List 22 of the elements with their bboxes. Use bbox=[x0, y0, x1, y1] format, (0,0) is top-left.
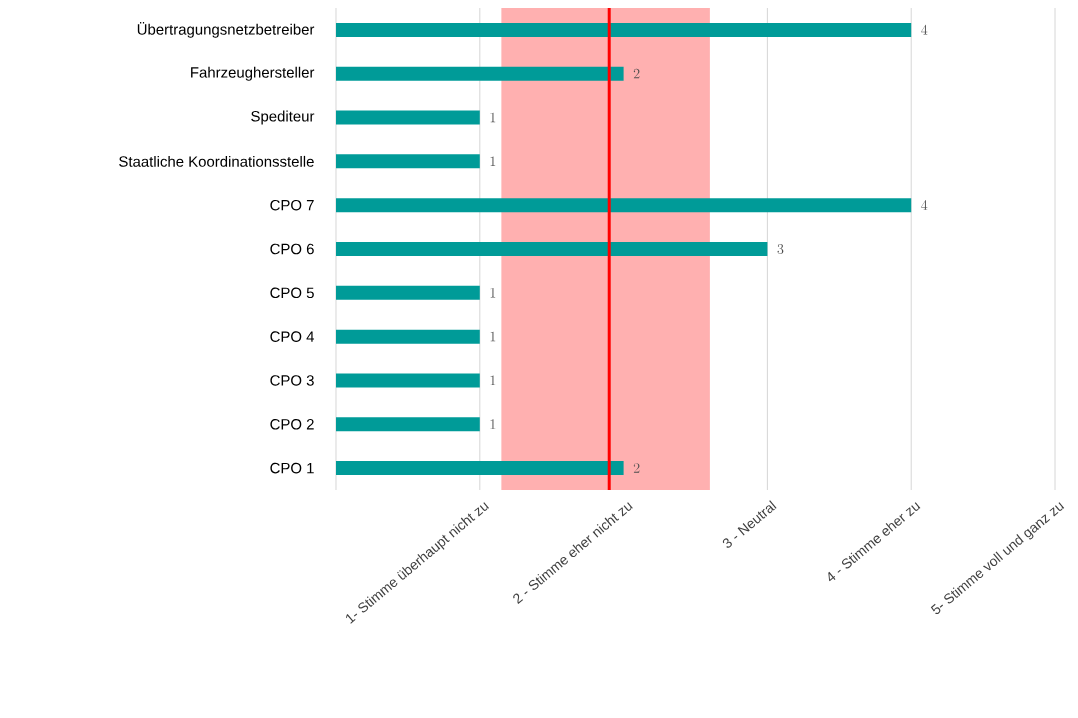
y-tick-label: CPO 1 bbox=[270, 462, 314, 474]
y-tick-label: CPO 6 bbox=[270, 243, 314, 255]
y-tick-label: CPO 4 bbox=[270, 331, 315, 342]
data-label: 2 bbox=[633, 68, 640, 79]
y-tick-label: CPO 7 bbox=[270, 199, 314, 211]
data-label: 4 bbox=[921, 200, 928, 210]
data-label: 2 bbox=[633, 463, 640, 473]
data-label: 1 bbox=[490, 112, 496, 123]
y-tick-label: Fahrzeughersteller bbox=[191, 66, 315, 81]
data-label: 1 bbox=[490, 331, 496, 342]
y-tick-label: CPO 5 bbox=[270, 287, 314, 299]
data-label: 1 bbox=[490, 375, 496, 386]
y-tick-label: CPO 3 bbox=[270, 375, 314, 386]
data-label: 1 bbox=[490, 287, 496, 298]
y-tick-label: Übertragungsnetzbetreiber bbox=[137, 22, 315, 38]
data-label: 3 bbox=[777, 244, 784, 254]
data-label: 4 bbox=[921, 24, 928, 35]
data-label: 1 bbox=[490, 419, 496, 429]
y-tick-label: Staatliche Koordinationsstelle bbox=[119, 155, 314, 167]
data-label: 1 bbox=[490, 156, 496, 166]
y-tick-label: Spediteur bbox=[251, 110, 315, 125]
y-tick-label: CPO 2 bbox=[270, 418, 314, 430]
